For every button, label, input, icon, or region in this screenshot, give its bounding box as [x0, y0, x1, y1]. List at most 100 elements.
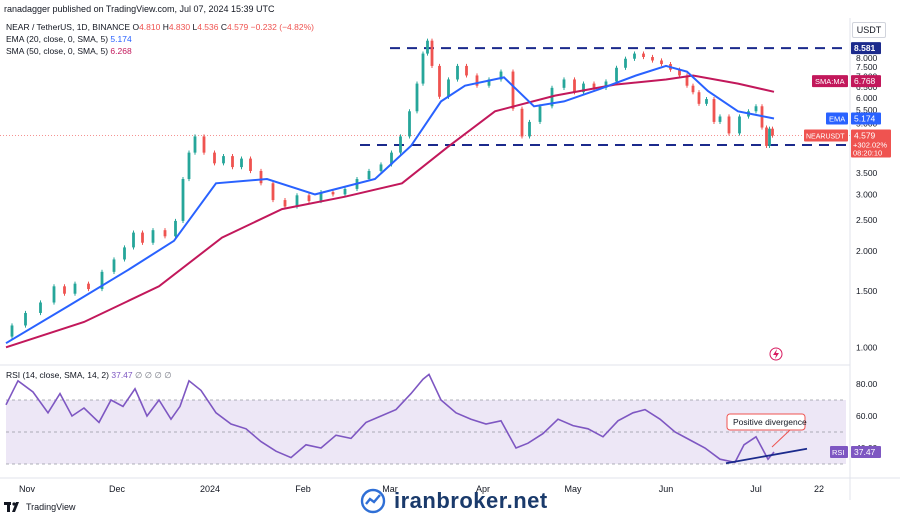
divergence-line[interactable]: [725, 447, 808, 465]
price-tick-label: 1.000: [856, 342, 878, 352]
divergence-annotation[interactable]: Positive divergence: [726, 413, 807, 448]
price-candle: [87, 283, 90, 290]
price-candle: [573, 79, 576, 93]
price-candle: [430, 40, 434, 66]
price-tick-label: 5.500: [856, 105, 878, 115]
legend-rsi-extra: ∅ ∅ ∅ ∅: [135, 370, 172, 380]
price-candle: [343, 188, 347, 195]
price-tags: 8.5814.279SMA:MA6.768EMA5.174NEARUSDT4.5…: [804, 42, 891, 459]
rsi-tag-name: RSI: [832, 448, 845, 457]
price-candle: [528, 121, 531, 137]
price-candle: [562, 79, 566, 88]
price-tick-label: 3.000: [856, 189, 878, 199]
price-candle: [447, 79, 450, 97]
time-tick-label: 22: [814, 484, 824, 494]
ema-tag-name: EMA: [829, 115, 845, 124]
price-candle: [307, 195, 311, 202]
sma-tag-name: SMA:MA: [815, 77, 845, 86]
price-candle: [141, 232, 144, 243]
price-candle: [712, 99, 716, 122]
ema20-line: [5, 64, 775, 345]
price-candle: [408, 111, 411, 137]
last-tag-value: 4.579: [854, 131, 876, 141]
price-candle: [624, 58, 627, 68]
price-candle: [331, 192, 335, 195]
price-candle: [367, 170, 371, 180]
last-tag-countdown: 08:20:10: [853, 149, 882, 158]
price-candle: [24, 312, 27, 326]
legend-sma-value: 6.268: [110, 46, 132, 56]
horizontal-levels[interactable]: [360, 47, 848, 146]
price-candle: [181, 179, 185, 221]
price-candle: [259, 170, 263, 184]
ema-tag-value: 5.174: [854, 114, 876, 124]
price-candle: [499, 71, 503, 80]
last-price-tag: NEARUSDT 4.579+302.02%08:20:10: [804, 129, 891, 158]
legend-sma: SMA (50, close, 0, SMA, 5) 6.268: [6, 46, 132, 56]
price-candle: [604, 81, 608, 88]
tradingview-footer[interactable]: TradingView: [4, 502, 76, 512]
price-candle: [271, 183, 275, 201]
price-series: [10, 38, 783, 361]
rsi-pane: Positive divergence: [5, 373, 846, 465]
watermark-text: iranbroker.net: [394, 488, 548, 513]
price-candle: [379, 164, 383, 171]
price-candle: [520, 108, 524, 137]
lightning-icon[interactable]: [769, 347, 783, 361]
price-candle: [660, 60, 663, 65]
sma50-line: [5, 74, 775, 349]
rsi-tick-label: 80.00: [856, 379, 878, 389]
rsi-tick-label: 60.00: [856, 411, 878, 421]
legend-ohlc-key: O: [132, 22, 139, 32]
currency-selector[interactable]: USDT: [852, 22, 886, 38]
legend-rsi: RSI (14, close, SMA, 14, 2) 37.47 ∅ ∅ ∅ …: [6, 370, 172, 380]
price-candle: [487, 79, 491, 86]
rsi-value-tag: RSI 37.47: [830, 446, 881, 459]
last-tag-name: NEARUSDT: [806, 134, 845, 141]
legend: NEAR / TetherUS, 1D, BINANCE O4.810 H4.8…: [6, 22, 314, 380]
time-tick-label: 2024: [200, 484, 220, 494]
price-candle: [592, 83, 596, 88]
watermark-logo-icon: [360, 488, 386, 514]
price-candle: [754, 106, 758, 112]
price-candle: [421, 53, 425, 84]
legend-ohlc-value: 4.536: [197, 22, 221, 32]
price-tick-label: 3.500: [856, 168, 878, 178]
divergence-annotation-text: Positive divergence: [733, 417, 807, 427]
price-candle: [727, 116, 731, 134]
price-candle: [100, 271, 104, 290]
price-candle: [10, 325, 14, 337]
price-candle: [231, 156, 234, 168]
price-candle: [691, 85, 695, 93]
price-candle: [163, 230, 167, 237]
legend-symbol: NEAR / TetherUS, 1D, BINANCE: [6, 22, 132, 32]
rsi-tag-value: 37.47: [854, 447, 876, 457]
price-candle: [426, 40, 429, 54]
legend-main: NEAR / TetherUS, 1D, BINANCE O4.810 H4.8…: [6, 22, 314, 32]
time-tick-label: May: [564, 484, 582, 494]
price-candle: [222, 156, 225, 164]
tradingview-logo-icon: [4, 502, 19, 512]
watermark: iranbroker.net: [360, 488, 548, 514]
price-candle: [697, 92, 701, 104]
price-candle: [73, 283, 77, 294]
price-candle: [465, 65, 468, 76]
price-candle: [438, 65, 441, 97]
price-candle: [771, 128, 774, 136]
price-tick-label: 6.000: [856, 93, 878, 103]
price-candle: [718, 116, 722, 122]
time-tick-label: Apr: [476, 484, 490, 494]
price-candle: [538, 106, 542, 122]
time-tick-label: Jul: [750, 484, 762, 494]
legend-change: −0.232 (−4.82%): [251, 22, 314, 32]
last-tag-change: +302.02%: [853, 141, 887, 150]
price-candle: [187, 152, 191, 180]
price-candle: [132, 232, 135, 248]
price-candle: [511, 71, 515, 109]
price-candle: [399, 136, 402, 153]
legend-ohlc-value: 4.830: [169, 22, 193, 32]
time-tick-label: Jun: [659, 484, 674, 494]
time-tick-label: Feb: [295, 484, 311, 494]
price-tick-label: 2.500: [856, 215, 878, 225]
